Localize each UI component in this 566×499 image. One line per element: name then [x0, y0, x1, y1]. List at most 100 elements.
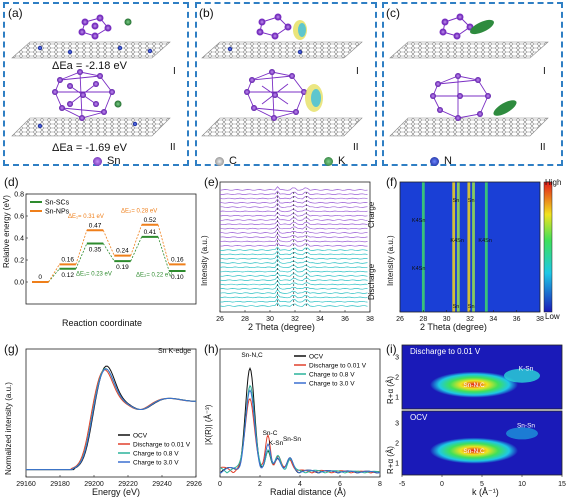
chart-e-pattern-line	[219, 228, 368, 234]
panel-b-frame	[195, 2, 377, 166]
sheet-b2	[201, 69, 363, 137]
chart-d-level-label: 0.10	[171, 274, 184, 281]
chart-i-blob-second	[506, 427, 538, 440]
n-atom-icon	[430, 157, 439, 166]
chart-i-xtick-label: 10	[518, 481, 526, 488]
chart-i-annotation: Sn-Sn	[517, 423, 535, 430]
chart-i-blob-second	[504, 368, 540, 383]
chart-h-xtick-label: 6	[338, 481, 342, 488]
chart-g-xlabel: Energy (eV)	[92, 487, 141, 497]
panel-label-g: (g)	[4, 342, 19, 356]
chart-h-xtick-label: 2	[258, 481, 262, 488]
chart-e-pattern-line	[219, 242, 368, 247]
chart-e-xtick-label: 28	[241, 316, 249, 323]
chart-f-xtick-label: 28	[419, 316, 427, 323]
chart-i-ytick-label: 3	[395, 355, 399, 362]
chart-f-annotation: Sn	[468, 198, 475, 204]
chart-e-xtick-label: 30	[266, 316, 274, 323]
chart-e-pattern-line	[220, 298, 368, 303]
chart-i-ytick-label: 3	[395, 421, 399, 428]
chart-f-annotation: Sn	[468, 304, 475, 310]
chart-e-pattern-line	[219, 237, 368, 243]
chart-d-barrier-label: ΔE₁= 0.23 eV	[76, 271, 112, 277]
chart-g-series-line	[26, 368, 197, 471]
panel-label-b: (b)	[199, 6, 214, 20]
chart-h-annotation: Sn-Sn	[283, 436, 301, 443]
chart-d-connector-1	[102, 230, 115, 256]
chart-i-xtick-label: 0	[440, 481, 444, 488]
chart-d-ylabel: Relative energy (eV)	[2, 195, 11, 268]
chart-e-pattern-line	[219, 224, 368, 230]
chart-i-wavelet: 1 2 3 Sn-N,C K-Sn 1 2 3 Sn-N,C Sn-Sn -5 0 5 10 15	[395, 344, 566, 488]
chart-h-xtick-label: 4	[298, 481, 302, 488]
legend-label-n: N	[444, 155, 452, 167]
chart-g-ylabel: Normalized intensity (a.u.)	[4, 382, 13, 475]
chart-e-pattern-line	[219, 232, 368, 238]
chart-h-annotation: Sn-C	[263, 430, 278, 437]
chart-g-xanes: 29160 29180 29200 29220 29240 29260 OCV Dischar…	[16, 348, 202, 488]
c-atom-icon	[215, 157, 224, 166]
chart-h-series-line	[219, 389, 381, 474]
chart-d-connector-1	[48, 264, 60, 283]
energy-label-a1: ΔEa = -2.18 eV	[52, 60, 127, 72]
chart-g-legend-label: Charge to 0.8 V	[133, 451, 179, 458]
chart-f-peak-band	[452, 182, 456, 312]
sn-atom-icon	[93, 157, 102, 166]
top-structures	[11, 13, 549, 137]
chart-f-peak-band	[467, 182, 471, 312]
chart-d-connector-1	[75, 230, 88, 265]
panel-label-h: (h)	[204, 342, 219, 356]
chart-h-ylabel: |X(R)| (Å⁻³)	[204, 404, 213, 445]
chart-e-xtick-label: 26	[216, 316, 224, 323]
chart-h-legend-label: OCV	[309, 354, 324, 361]
chart-h-series-line	[219, 366, 381, 474]
chart-i-annotation: K-Sn	[519, 366, 534, 373]
chart-d-legend-label: Sn-SCs	[45, 200, 70, 207]
chart-d-energy-profile: 0.0 0.2 0.4 0.6 0.8 0 0.16 0.47 0.24 0.52 0.16 0.12…	[14, 192, 197, 305]
chart-f-ylabel: Intensity (a.u.)	[386, 235, 395, 286]
chart-f-xtick-label: 38	[536, 316, 544, 323]
roman-a2: II	[170, 142, 176, 153]
chart-f-peak-band	[484, 182, 488, 312]
chart-h-xtick-label: 8	[378, 481, 382, 488]
chart-e-xtick-label: 38	[366, 316, 374, 323]
chart-i-annotation: Sn-N,C	[463, 382, 485, 389]
chart-i-annotation: Sn-N,C	[463, 448, 485, 455]
chart-e-pattern-line	[219, 293, 368, 299]
chart-h-legend-label: Charge to 0.8 V	[309, 372, 355, 379]
chart-g-title: Sn K-edge	[158, 348, 192, 355]
chart-g-xtick-label: 29240	[152, 481, 172, 488]
chart-e-pattern-line	[219, 280, 368, 286]
chart-i-ytick-label: 1	[395, 461, 399, 468]
chart-e-pattern-line	[219, 284, 368, 290]
chart-d-level-label: 0	[38, 274, 42, 281]
chart-d-ytick-label: 0.6	[14, 214, 24, 221]
chart-f-xtick-label: 36	[513, 316, 521, 323]
roman-a1: I	[173, 66, 176, 77]
chart-e-pattern-line	[219, 288, 368, 294]
chart-e-xlabel: 2 Theta (degree)	[248, 322, 315, 332]
chart-h-legend-label: Charge to 3.0 V	[309, 381, 355, 388]
chart-d-level-label: 0.16	[171, 256, 184, 263]
chart-d-connector-1	[157, 224, 170, 265]
chart-d-barrier-label: ΔE₂= 0.28 eV	[121, 209, 157, 215]
chart-i-panel-frame	[401, 344, 563, 410]
chart-d-level-label: 0.52	[144, 217, 157, 224]
chart-d-ytick-label: 0.0	[14, 280, 24, 287]
chart-f-xtick-label: 30	[443, 316, 451, 323]
chart-f-xtick-label: 32	[466, 316, 474, 323]
colorbar-low-label: Low	[545, 312, 560, 321]
roman-c2: II	[540, 142, 546, 153]
chart-i-xtick-label: -5	[399, 481, 405, 488]
chart-i-ylabel-top: R+α (Å)	[386, 376, 395, 404]
sheet-a1	[11, 14, 171, 59]
chart-d-connector-0	[75, 243, 88, 269]
energy-label-a2: ΔEa = -1.69 eV	[52, 142, 127, 154]
roman-b2: II	[353, 142, 359, 153]
chart-d-level-label: 0.19	[116, 264, 129, 271]
chart-d-connector-0	[102, 243, 115, 262]
chart-f-annotation: K4Sn	[450, 238, 463, 244]
chart-g-xtick-label: 29180	[50, 481, 70, 488]
chart-d-ytick-label: 0.2	[14, 258, 24, 265]
chart-g-legend-label: OCV	[133, 433, 148, 440]
